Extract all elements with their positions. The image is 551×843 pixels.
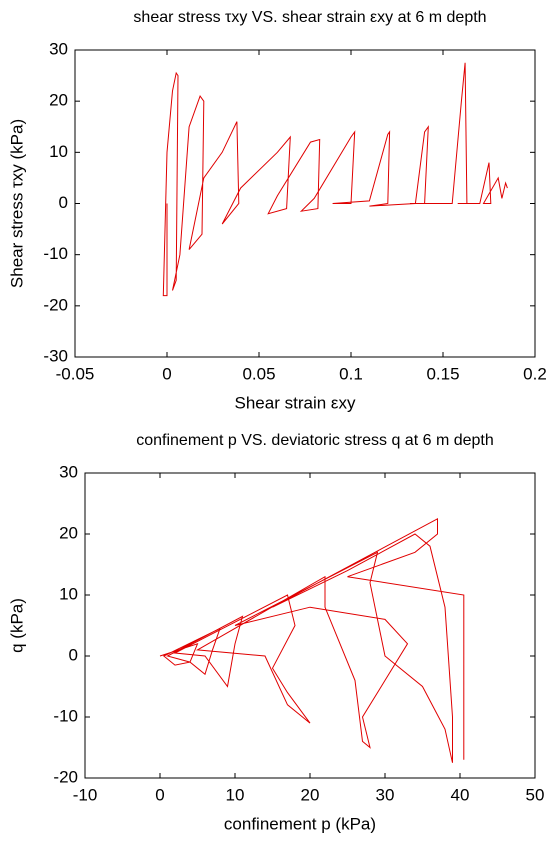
x-tick-label: 10 <box>226 785 245 804</box>
x-tick-label: 0 <box>162 364 171 383</box>
y-tick-label: 30 <box>49 39 68 58</box>
y-tick-label: 10 <box>59 584 78 603</box>
y-tick-label: 30 <box>59 462 78 481</box>
x-axis-label: Shear strain εxy <box>235 393 356 412</box>
y-tick-label: -20 <box>53 767 78 786</box>
x-tick-label: 40 <box>451 785 470 804</box>
y-tick-label: -10 <box>43 244 68 263</box>
y-tick-label: 0 <box>69 645 78 664</box>
x-tick-label: -0.05 <box>56 364 95 383</box>
chart-title: confinement p VS. deviatoric stress q at… <box>136 432 494 449</box>
x-tick-label: 30 <box>376 785 395 804</box>
x-tick-label: 0.05 <box>242 364 275 383</box>
y-tick-label: 20 <box>59 523 78 542</box>
plot-area <box>85 473 535 778</box>
data-line <box>162 62 508 297</box>
x-axis-label: confinement p (kPa) <box>224 814 376 833</box>
x-tick-label: 0.1 <box>339 364 363 383</box>
x-tick-label: 20 <box>301 785 320 804</box>
data-line <box>159 517 465 763</box>
y-tick-label: 20 <box>49 91 68 110</box>
y-tick-label: 0 <box>59 193 68 212</box>
y-axis-label: Shear stress τxy (kPa) <box>7 119 26 288</box>
y-axis-label: q (kPa) <box>7 598 26 653</box>
chart-title: shear stress τxy VS. shear strain εxy at… <box>133 9 486 26</box>
x-tick-label: -10 <box>73 785 98 804</box>
x-tick-label: 0 <box>155 785 164 804</box>
x-tick-label: 0.2 <box>523 364 547 383</box>
x-tick-label: 50 <box>526 785 545 804</box>
y-tick-label: -30 <box>43 346 68 365</box>
y-tick-label: -10 <box>53 706 78 725</box>
y-tick-label: 10 <box>49 142 68 161</box>
x-tick-label: 0.15 <box>426 364 459 383</box>
y-tick-label: -20 <box>43 295 68 314</box>
